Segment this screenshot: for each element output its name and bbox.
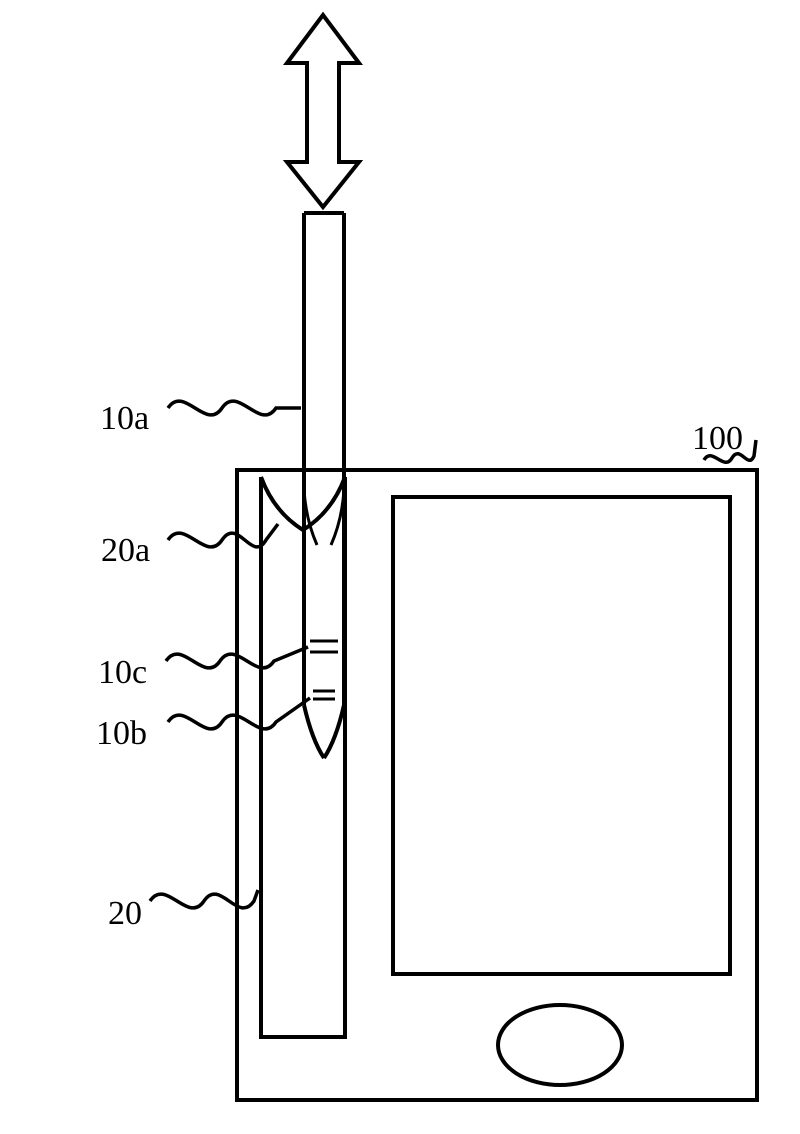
label-20a: 20a: [101, 532, 150, 570]
device-button: [498, 1005, 622, 1085]
lead-20: [150, 890, 258, 908]
label-10b: 10b: [96, 715, 147, 753]
device-screen: [393, 497, 730, 974]
label-20: 20: [108, 895, 142, 933]
antenna: [304, 213, 344, 758]
lead-lines: [150, 401, 756, 908]
slot-arc-left: [261, 477, 303, 530]
label-10a: 10a: [100, 400, 149, 438]
device-body: [237, 470, 757, 1100]
double-arrow: [287, 15, 359, 207]
device-rect: [237, 470, 757, 1100]
label-10c: 10c: [98, 654, 147, 692]
lead-10a: [168, 401, 301, 415]
label-100: 100: [692, 420, 743, 458]
